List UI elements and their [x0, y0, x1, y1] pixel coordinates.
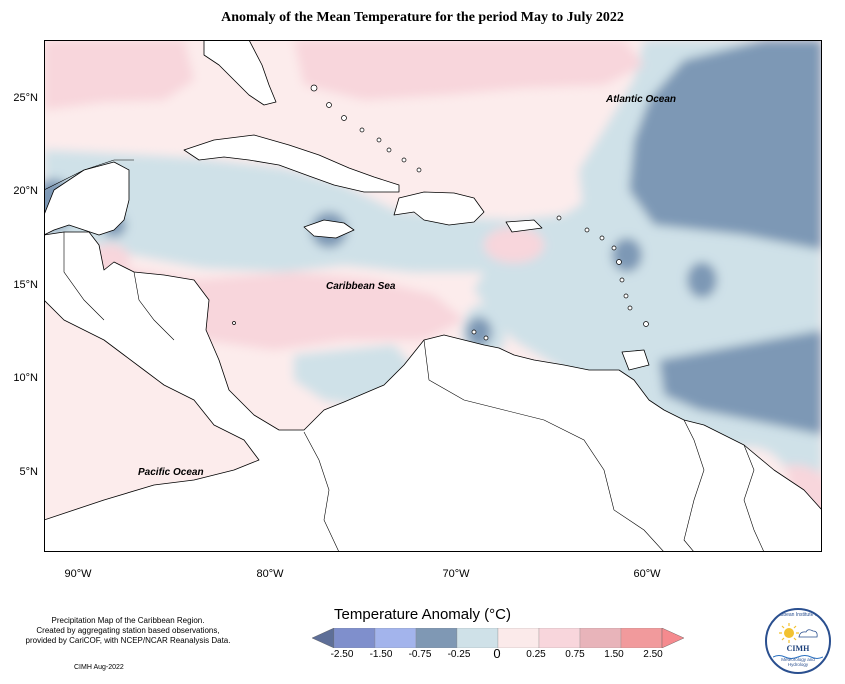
- caribbean-sea-label: Caribbean Sea: [326, 281, 396, 292]
- legend-label-7: 1.50: [604, 649, 624, 660]
- yucatan-land: [44, 161, 130, 236]
- lon-label-90: 90°W: [64, 568, 92, 580]
- cimh-logo: Caribbean Institute for CIMH Meteorology…: [765, 608, 831, 674]
- legend-label-8: 2.50: [643, 649, 663, 660]
- island: [386, 147, 392, 153]
- lat-label-15: 15°N: [13, 279, 38, 291]
- strong-cool-east: [687, 262, 717, 298]
- legend-cell: [374, 628, 417, 648]
- notes-line-2: Created by aggregating station based obs…: [36, 626, 220, 635]
- warm-northwest: [44, 40, 194, 110]
- country-borders: [63, 232, 765, 552]
- cuba-land: [183, 134, 400, 193]
- atlantic-ocean-label: Atlantic Ocean: [606, 94, 677, 105]
- puerto-rico-land: [505, 219, 543, 233]
- warm-bahamas: [294, 40, 644, 100]
- strong-cool-atlantic: [629, 40, 822, 250]
- legend-cell: [497, 628, 540, 648]
- island: [471, 329, 477, 335]
- florida-land: [203, 40, 277, 106]
- jamaica-land: [303, 219, 355, 239]
- legend-arrow-left: [312, 628, 335, 648]
- hispaniola-land: [393, 191, 485, 226]
- island: [232, 321, 236, 325]
- wave-icon: [773, 655, 823, 659]
- gulf-coast: [44, 159, 134, 191]
- legend-label-1: -1.50: [369, 649, 393, 660]
- island: [616, 259, 622, 265]
- island: [326, 102, 332, 108]
- island: [599, 235, 605, 241]
- map-notes: Precipitation Map of the Caribbean Regio…: [14, 616, 242, 646]
- island: [643, 321, 649, 327]
- pacific-ocean-label: Pacific Ocean: [138, 467, 204, 478]
- logo-arc-text: Caribbean Institute for: [771, 612, 821, 618]
- legend-label-6: 0.75: [565, 649, 585, 660]
- island: [401, 157, 407, 163]
- map-credit: CIMH Aug-2022: [74, 664, 124, 671]
- legend-label-0: -2.50: [330, 649, 354, 660]
- island-chain: [232, 84, 649, 341]
- legend-cell: [333, 628, 376, 648]
- map-title: Anomaly of the Mean Temperature for the …: [221, 10, 624, 25]
- legend-label-2: -0.75: [408, 649, 432, 660]
- strong-cool-southeast: [659, 330, 822, 435]
- island: [623, 293, 629, 299]
- island: [310, 84, 318, 92]
- lat-label-10: 10°N: [13, 372, 38, 384]
- legend-cell: [456, 628, 499, 648]
- island: [556, 215, 562, 221]
- strong-cool-leewards: [612, 238, 642, 272]
- legend-cells: [333, 628, 663, 648]
- sun-cloud-icon: [779, 623, 818, 643]
- logo-sub-text: Meteorology and Hydrology: [781, 657, 815, 667]
- map-frame: [44, 40, 822, 552]
- cool-patch-cayman: [214, 179, 274, 231]
- logo-name: CIMH: [786, 644, 810, 653]
- legend-cell: [579, 628, 622, 648]
- lon-label-70: 70°W: [442, 568, 470, 580]
- trinidad-land: [621, 349, 650, 371]
- legend-arrow-right: [661, 628, 684, 648]
- warm-patch-puerto-rico: [484, 227, 544, 263]
- lat-label-25: 25°N: [13, 92, 38, 104]
- legend-label-4: 0: [493, 646, 501, 661]
- legend-cell: [620, 628, 663, 648]
- legend-label-3: -0.25: [447, 649, 471, 660]
- island: [341, 115, 347, 121]
- lat-label-20: 20°N: [13, 185, 38, 197]
- anomaly-map: [44, 40, 822, 552]
- legend-cell: [538, 628, 581, 648]
- island: [584, 227, 590, 233]
- island: [376, 137, 382, 143]
- island: [619, 277, 625, 283]
- island: [359, 127, 365, 133]
- notes-line-1: Precipitation Map of the Caribbean Regio…: [51, 616, 205, 625]
- island: [416, 167, 422, 173]
- notes-line-3: provided by CariCOF, with NCEP/NCAR Rean…: [25, 636, 231, 645]
- island: [483, 335, 489, 341]
- legend-cell: [415, 628, 458, 648]
- legend-colorbar: [312, 628, 684, 648]
- lon-label-80: 80°W: [256, 568, 284, 580]
- island: [627, 305, 633, 311]
- land-masses: [44, 40, 822, 552]
- central-america-land: [44, 231, 822, 552]
- map-canvas: [44, 40, 822, 552]
- lat-label-5: 5°N: [19, 466, 38, 478]
- island: [611, 245, 617, 251]
- legend-label-5: 0.25: [526, 649, 546, 660]
- legend-title: Temperature Anomaly (°C): [334, 606, 511, 623]
- lon-label-60: 60°W: [633, 568, 661, 580]
